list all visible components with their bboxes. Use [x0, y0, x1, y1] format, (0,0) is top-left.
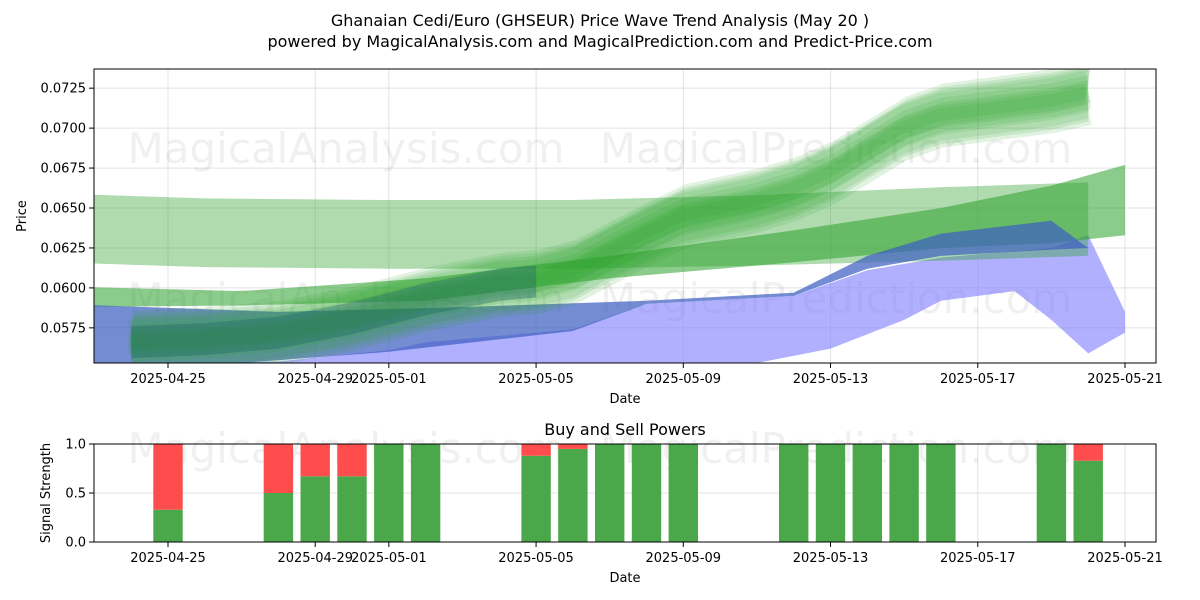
- price-bands: [94, 69, 1126, 363]
- price-plot-frame: [93, 68, 1157, 364]
- power-y-axis-label: Signal Strength: [39, 443, 54, 543]
- power-x-tick-label: 2025-05-05: [498, 551, 574, 566]
- price-y-tick-label: 0.0725: [41, 82, 87, 97]
- trend-ribbon: [131, 69, 1089, 363]
- price-x-tick-label: 2025-05-01: [351, 372, 427, 387]
- blue-band: [94, 220, 1089, 363]
- power-x-tick-label: 2025-05-17: [940, 551, 1016, 566]
- power-bars: [153, 444, 1103, 542]
- price-y-tick-label: 0.0625: [41, 241, 87, 256]
- price-x-tick-label: 2025-04-25: [130, 372, 206, 387]
- buy-bar: [815, 444, 846, 542]
- buy-bar: [558, 448, 588, 542]
- watermark-magicalanalysis-top: MagicalAnalysis.com: [128, 124, 565, 173]
- price-y-tick-label: 0.0650: [41, 202, 87, 217]
- sell-bar: [153, 444, 183, 510]
- power-x-axis-label: Date: [609, 571, 640, 586]
- power-x-tick-label: 2025-05-01: [351, 551, 427, 566]
- power-x-tick-label: 2025-04-29: [277, 551, 353, 566]
- green-mid-band: [94, 164, 1125, 307]
- power-y-tick-label: 0.5: [65, 487, 86, 502]
- buy-bar: [263, 493, 294, 542]
- trend-ribbon: [128, 70, 1092, 359]
- trend-ribbon: [128, 69, 1091, 355]
- price-y-ticks: 0.0575 0.0600 0.0625 0.0650 0.0675 0.0700 0.07…: [41, 82, 94, 336]
- buy-bar: [631, 444, 662, 542]
- price-x-tick-label: 2025-05-05: [498, 372, 574, 387]
- price-y-tick-label: 0.0600: [41, 281, 87, 296]
- trend-ribbon: [128, 86, 1092, 363]
- price-x-tick-label: 2025-05-17: [940, 372, 1016, 387]
- buy-bar: [668, 444, 698, 542]
- power-y-tick-label: 1.0: [65, 438, 86, 453]
- power-x-tick-label: 2025-04-25: [130, 551, 206, 566]
- buy-bar: [153, 509, 183, 542]
- watermark-magicalprediction-top: MagicalPrediction.com: [600, 124, 1073, 173]
- buy-bar: [779, 444, 809, 542]
- trend-ribbon: [131, 80, 1089, 363]
- power-y-ticks: 0.0 0.5 1.0: [65, 438, 94, 551]
- purple-band: [204, 235, 1126, 363]
- power-x-tick-label: 2025-05-21: [1087, 551, 1163, 566]
- price-x-tick-label: 2025-05-13: [793, 372, 869, 387]
- buy-bar: [926, 444, 956, 542]
- trend-ribbon: [131, 75, 1089, 362]
- price-y-axis-label: Price: [15, 200, 30, 232]
- price-x-tick-label: 2025-05-21: [1087, 372, 1163, 387]
- sell-bar: [1073, 444, 1103, 461]
- power-x-tick-label: 2025-05-09: [646, 551, 722, 566]
- power-panel: Buy and Sell Powers MagicalAnalysis.com …: [39, 420, 1163, 586]
- price-x-tick-label: 2025-04-29: [277, 372, 353, 387]
- price-panel: MagicalAnalysis.com MagicalPrediction.co…: [15, 68, 1163, 407]
- trend-ribbon: [128, 69, 1091, 349]
- power-y-tick-label: 0.0: [65, 536, 86, 551]
- buy-bar: [852, 444, 882, 542]
- trend-overlap-core: [131, 265, 537, 359]
- buy-bar: [410, 444, 441, 542]
- price-x-axis-label: Date: [609, 392, 640, 407]
- price-x-tick-label: 2025-05-09: [646, 372, 722, 387]
- price-y-tick-label: 0.0575: [41, 321, 87, 336]
- sell-bar: [521, 444, 551, 456]
- chart-title-line2: powered by MagicalAnalysis.com and Magic…: [267, 32, 932, 51]
- price-y-tick-label: 0.0675: [41, 162, 87, 177]
- buy-bar: [1036, 444, 1067, 542]
- buy-bar: [337, 476, 367, 542]
- sell-bar: [558, 444, 588, 449]
- power-x-tick-label: 2025-05-13: [793, 551, 869, 566]
- chart-title-line1: Ghanaian Cedi/Euro (GHSEUR) Price Wave T…: [331, 11, 869, 30]
- power-chart-title: Buy and Sell Powers: [544, 420, 706, 439]
- buy-bar: [1073, 460, 1103, 542]
- price-y-tick-label: 0.0700: [41, 122, 87, 137]
- sell-bar: [300, 444, 330, 477]
- buy-bar: [300, 476, 330, 542]
- sell-bar: [337, 444, 367, 477]
- trend-ribbon: [128, 83, 1092, 352]
- buy-bar: [889, 444, 919, 542]
- buy-bar: [374, 444, 404, 542]
- sell-bar: [263, 444, 294, 493]
- buy-bar: [595, 444, 625, 542]
- buy-bar: [521, 455, 551, 542]
